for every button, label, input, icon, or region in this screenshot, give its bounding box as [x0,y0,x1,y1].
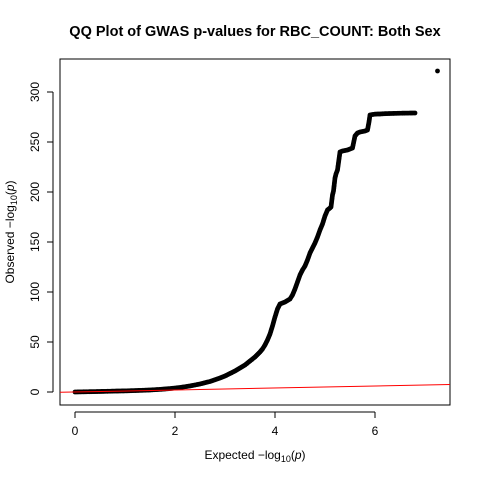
y-tick-label: 0 [28,388,42,395]
plot-frame [59,58,451,406]
x-tick-label: 2 [172,424,179,438]
y-tick-label: 300 [28,82,42,102]
y-tick-label: 200 [28,182,42,202]
y-axis: 0 50 100 150 200 250 300 [28,82,54,395]
x-tick-label: 0 [72,424,79,438]
data-point [435,68,440,74]
x-axis-title: Expected −log10(p) [204,448,305,464]
data-point [412,110,418,116]
x-axis: 0 2 4 6 [72,411,379,438]
y-tick-label: 100 [28,282,42,302]
x-tick-label: 6 [372,424,379,438]
y-tick-label: 50 [28,335,42,349]
y-tick-label: 250 [28,132,42,152]
y-tick-label: 150 [28,232,42,252]
reference-line [59,384,451,393]
chart-title: QQ Plot of GWAS p-values for RBC_COUNT: … [69,24,440,40]
data-points [72,68,440,395]
x-tick-label: 4 [272,424,279,438]
y-axis-title: Observed −log10(p) [3,180,19,283]
